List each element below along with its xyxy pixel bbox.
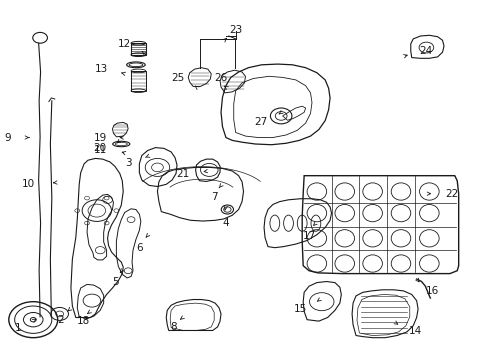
Text: 4: 4	[222, 218, 229, 228]
Text: 14: 14	[407, 326, 421, 336]
Text: 19: 19	[93, 132, 106, 143]
Text: 18: 18	[77, 316, 90, 326]
Text: 13: 13	[94, 64, 107, 74]
Text: 23: 23	[228, 24, 242, 35]
Text: 9: 9	[4, 132, 11, 143]
Text: 5: 5	[112, 276, 119, 287]
Text: 15: 15	[293, 304, 306, 314]
Text: 2: 2	[58, 315, 64, 325]
Text: 25: 25	[171, 73, 184, 84]
Bar	[131, 43, 145, 55]
Text: 7: 7	[211, 192, 218, 202]
Text: 27: 27	[254, 117, 267, 127]
Text: 10: 10	[22, 179, 35, 189]
Text: 22: 22	[444, 189, 457, 199]
Text: 26: 26	[214, 73, 227, 84]
Text: 20: 20	[93, 143, 106, 153]
Text: 1: 1	[14, 323, 21, 333]
Text: 11: 11	[93, 145, 106, 156]
Text: 3: 3	[125, 158, 132, 168]
Text: 16: 16	[425, 286, 438, 296]
Bar	[131, 71, 145, 91]
Text: 17: 17	[303, 231, 316, 241]
Text: 21: 21	[176, 168, 189, 179]
Text: 24: 24	[419, 46, 432, 56]
Text: 6: 6	[136, 243, 142, 253]
Text: 12: 12	[118, 39, 131, 49]
Text: 8: 8	[170, 322, 177, 332]
